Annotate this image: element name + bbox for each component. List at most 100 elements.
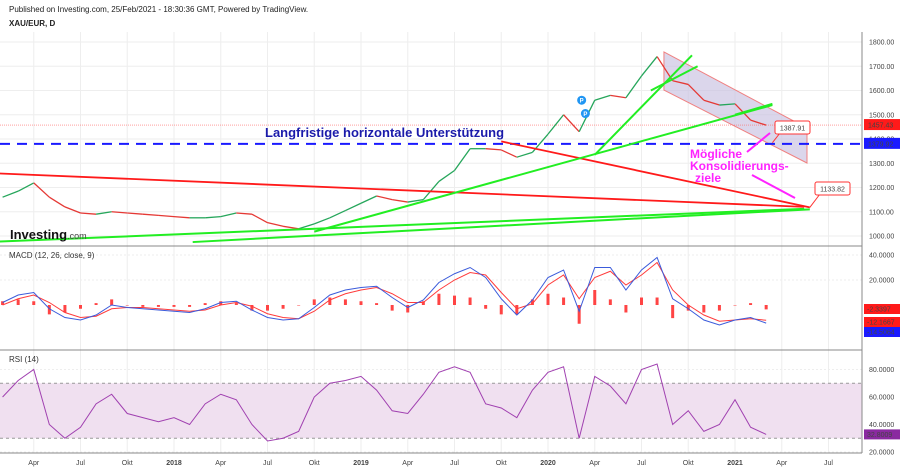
red-trendline xyxy=(0,172,805,208)
macd-histogram-bar xyxy=(406,305,410,313)
green-trendline xyxy=(594,54,693,156)
macd-histogram-bar xyxy=(671,305,675,319)
price-segment xyxy=(329,209,346,219)
price-segment xyxy=(360,195,377,204)
price-label-box xyxy=(864,119,900,131)
price-segment xyxy=(687,83,705,101)
x-tick-label: Apr xyxy=(776,460,788,467)
macd-histogram-bar xyxy=(16,299,20,305)
magenta-arrow xyxy=(746,132,771,153)
macd-histogram-bar xyxy=(686,305,690,311)
macd-histogram-bar xyxy=(764,305,768,310)
x-tick-label: 2019 xyxy=(353,460,369,467)
macd-title: MACD (12, 26, close, 9) xyxy=(9,251,95,260)
macd-histogram-bar xyxy=(655,297,659,305)
price-segment xyxy=(719,103,736,106)
price-segment xyxy=(500,149,518,158)
green-trendline xyxy=(313,104,773,233)
price-segment xyxy=(298,223,315,230)
price-segment xyxy=(640,56,658,77)
x-tick-label: Jul xyxy=(76,460,85,467)
macd-histogram-bar xyxy=(453,295,456,305)
macd-histogram-bar xyxy=(530,299,534,305)
macd-histogram-bar xyxy=(250,305,254,311)
price-segment xyxy=(220,212,237,218)
x-tick-label: 2018 xyxy=(166,460,182,467)
macd-histogram-bar xyxy=(297,305,301,306)
support-annotation: Langfristige horizontale Unterstützung xyxy=(265,125,504,140)
x-tick-label: Okt xyxy=(683,460,694,467)
price-segment xyxy=(173,215,190,219)
macd-histogram-bar xyxy=(156,305,160,307)
published-caption: Published on Investing.com, 25/Feb/2021 … xyxy=(9,5,309,14)
macd-histogram-bar xyxy=(640,297,643,305)
macd-histogram-bar xyxy=(1,301,5,305)
rsi-tick-label: 20.0000 xyxy=(869,450,894,457)
x-tick-label: Apr xyxy=(215,460,227,467)
x-tick-label: 2020 xyxy=(540,460,556,467)
target-annotation-line: ziele xyxy=(695,171,721,185)
macd-histogram-bar xyxy=(343,299,347,305)
x-tick-label: Apr xyxy=(402,460,414,467)
rsi-title: RSI (14) xyxy=(9,355,39,364)
rsi-tick-label: 80.0000 xyxy=(869,367,894,374)
macd-histogram-bar xyxy=(203,303,207,305)
price-tick-label: 1700.00 xyxy=(869,64,894,71)
macd-histogram-bar xyxy=(328,297,332,305)
x-tick-label: Jul xyxy=(263,460,272,467)
macd-pane xyxy=(1,256,768,326)
price-segment xyxy=(80,212,97,215)
price-segment xyxy=(251,213,268,224)
price-segment xyxy=(625,75,643,99)
price-segment xyxy=(267,222,284,227)
price-segment xyxy=(314,217,331,225)
symbol-title: XAU/EUR, D xyxy=(9,19,56,28)
price-segment xyxy=(48,196,66,208)
macd-histogram-bar xyxy=(219,301,223,305)
rsi-value-label: 32.8009 xyxy=(867,432,892,439)
x-tick-label: Jul xyxy=(450,460,459,467)
price-segment xyxy=(158,214,175,218)
macd-histogram-bar xyxy=(266,305,269,311)
price-segment xyxy=(142,213,159,217)
investing-logo: Investing.com xyxy=(10,227,87,242)
price-segment xyxy=(750,119,767,126)
macd-histogram-bar xyxy=(437,293,441,305)
price-segment xyxy=(2,190,19,198)
rsi-pane xyxy=(0,363,862,442)
price-segment xyxy=(64,206,81,214)
price-segment xyxy=(594,94,611,101)
x-tick-label: 2021 xyxy=(727,460,743,467)
price-segment xyxy=(392,198,408,203)
price-segment xyxy=(563,114,580,133)
macd-value-label: -2.3397 xyxy=(867,307,891,314)
price-segment xyxy=(282,225,299,230)
green-trendline xyxy=(734,102,773,116)
callout-box xyxy=(774,120,811,135)
macd-label-box xyxy=(864,327,900,337)
macd-tick-label: 20.0000 xyxy=(869,278,894,285)
callout-label: 1133.82 xyxy=(820,187,845,194)
macd-histogram-bar xyxy=(515,305,519,315)
macd-histogram-bar xyxy=(749,303,753,305)
x-tick-label: Okt xyxy=(309,460,320,467)
macd-histogram-bar xyxy=(172,305,176,307)
price-tick-label: 1800.00 xyxy=(869,40,894,47)
x-tick-label: Apr xyxy=(589,460,601,467)
price-label-box xyxy=(864,137,900,149)
macd-histogram-bar xyxy=(624,305,628,313)
macd-histogram-bar xyxy=(110,299,114,305)
macd-histogram-bar xyxy=(79,305,82,309)
macd-histogram-bar xyxy=(141,305,145,307)
price-segment xyxy=(345,202,362,212)
rsi-band xyxy=(0,383,862,439)
macd-histogram-bar xyxy=(359,301,363,305)
price-segment xyxy=(111,211,128,214)
price-tick-label: 1200.00 xyxy=(869,185,894,192)
price-segment xyxy=(127,212,143,215)
macd-histogram-bar xyxy=(608,299,612,305)
x-tick-label: Jul xyxy=(824,460,833,467)
event-marker xyxy=(580,109,590,119)
price-segment xyxy=(438,169,455,182)
